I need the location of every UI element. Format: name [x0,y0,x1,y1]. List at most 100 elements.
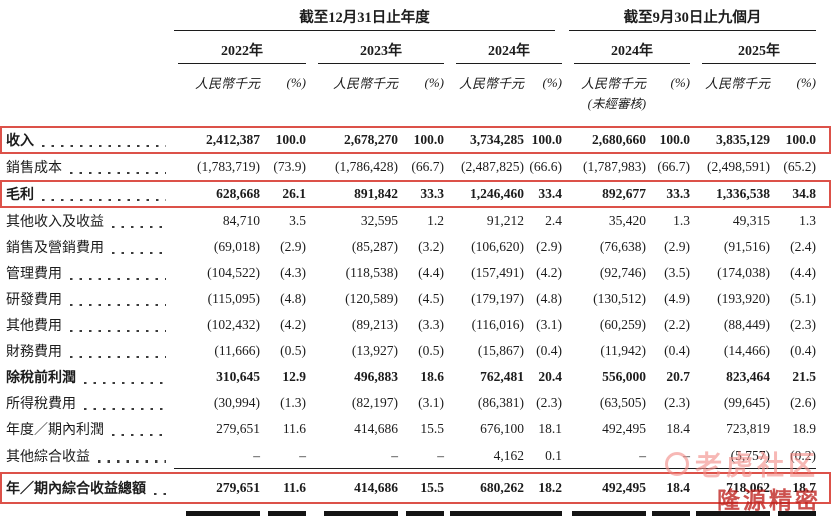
cell-value: (2.9) [664,239,690,254]
cell-value: 18.2 [538,480,562,495]
table-row: 所得稅費用 (30,994) (1.3) (82,197) (3.1) (86,… [0,390,831,416]
cell-value: 723,819 [726,421,770,436]
pct-label: (%) [670,74,691,90]
closing-rule [572,510,646,516]
cell-value: 91,212 [486,213,524,228]
row-label: 其他綜合收益 [6,449,90,465]
dot-leader [84,407,166,410]
cell-value: 11.6 [282,421,306,436]
closing-rule [652,510,690,516]
cell-value: 414,686 [354,480,398,495]
cell-value: 310,645 [216,369,260,384]
cell-value: 628,668 [216,186,260,201]
cell-value: (66.7) [657,159,690,174]
cell-value: 84,710 [222,213,260,228]
cell-value: (86,381) [477,395,524,410]
cell-value: 18.9 [792,421,816,436]
cell-value: 676,100 [480,421,524,436]
cell-value: (11,666) [214,343,260,358]
row-label: 管理費用 [6,267,62,282]
cell-value: (2.3) [664,395,690,410]
dot-leader [70,355,166,358]
cell-value: (116,016) [471,317,524,332]
cell-value: 18.1 [538,421,562,436]
row-label: 收入 [6,134,34,149]
cell-value: 3,734,285 [470,132,524,147]
cell-value: 1,336,538 [716,186,770,201]
cell-value: (0.5) [280,343,306,358]
unit-row: 人民幣千元 (%) 人民幣千元 (%) 人民幣千元 (%) 人民幣千元 (%) … [6,73,825,92]
year-2022: 2022年 [178,40,306,64]
cell-value: 20.4 [538,369,562,384]
cell-value: – [260,448,306,469]
unit-label: 人民幣千元 [458,76,524,91]
cell-value: – [562,448,646,469]
cell-value: 34.8 [792,186,816,201]
closing-rule [450,510,524,516]
cell-value: – [306,448,398,469]
cell-value: (4.8) [536,291,562,306]
cell-value: 3.5 [289,213,306,228]
cell-value: 18.7 [792,480,816,495]
cell-value: (2,498,591) [707,159,770,174]
table-row: 財務費用 (11,666) (0.5) (13,927) (0.5) (15,8… [0,338,831,364]
closing-rule [778,510,816,516]
cell-value: (85,287) [351,239,398,254]
cell-value: 492,495 [602,480,646,495]
cell-value: (193,920) [717,291,770,306]
cell-value: 18.4 [666,421,690,436]
cell-value: 680,262 [480,480,524,495]
row-label: 財務費用 [6,345,62,360]
cell-value: (0.4) [664,343,690,358]
row-label: 其他收入及收益 [6,215,104,230]
closing-rule [324,510,398,516]
cell-value: (76,638) [599,239,646,254]
dot-leader [42,198,166,201]
cell-value: (4.5) [418,291,444,306]
cell-value: (14,466) [723,343,770,358]
cell-value: (2.4) [790,239,816,254]
cell-value: 496,883 [354,369,398,384]
unit-label: 人民幣千元 [332,76,398,91]
cell-value: 2,412,387 [206,132,260,147]
dot-leader [70,329,166,332]
cell-value: 33.3 [420,186,444,201]
dot-leader [112,251,166,254]
cell-value: 32,595 [360,213,398,228]
cell-value: 100.0 [659,132,690,147]
cell-value: (1,786,428) [335,159,398,174]
cell-value: 2.4 [545,213,562,228]
cell-value: (13,927) [351,343,398,358]
cell-value: 15.5 [420,421,444,436]
cell-value: 100.0 [275,132,306,147]
closing-rule [524,510,562,516]
cell-value: (2.9) [280,239,306,254]
cell-value: 15.5 [420,480,444,495]
cell-value: 100.0 [785,132,816,147]
table-row: 研發費用 (115,095) (4.8) (120,589) (4.5) (17… [0,286,831,312]
dot-leader [112,433,166,436]
dot-leader [70,171,166,174]
cell-value: (3.1) [418,395,444,410]
cell-value: (91,516) [723,239,770,254]
row-label: 其他費用 [6,319,62,334]
cell-value: (63,505) [599,395,646,410]
cell-value: (73.9) [273,159,306,174]
cell-value: 414,686 [354,421,398,436]
cell-value: (0.4) [536,343,562,358]
cell-value: (4.3) [280,265,306,280]
cell-value: (1,787,983) [583,159,646,174]
row-label: 除稅前利潤 [6,371,76,386]
cell-value: 100.0 [413,132,444,147]
pct-label: (%) [424,74,445,90]
row-label: 年度／期內利潤 [6,423,104,438]
cell-value: 892,677 [602,186,646,201]
year-2024: 2024年 [456,40,562,64]
cell-value: (2.3) [536,395,562,410]
row-label: 毛利 [6,188,34,203]
cell-value: 33.4 [538,186,562,201]
table-row: 管理費用 (104,522) (4.3) (118,538) (4.4) (15… [0,260,831,286]
pct-label: (%) [796,74,817,90]
cell-value: 33.3 [666,186,690,201]
cell-value: 18.6 [420,369,444,384]
